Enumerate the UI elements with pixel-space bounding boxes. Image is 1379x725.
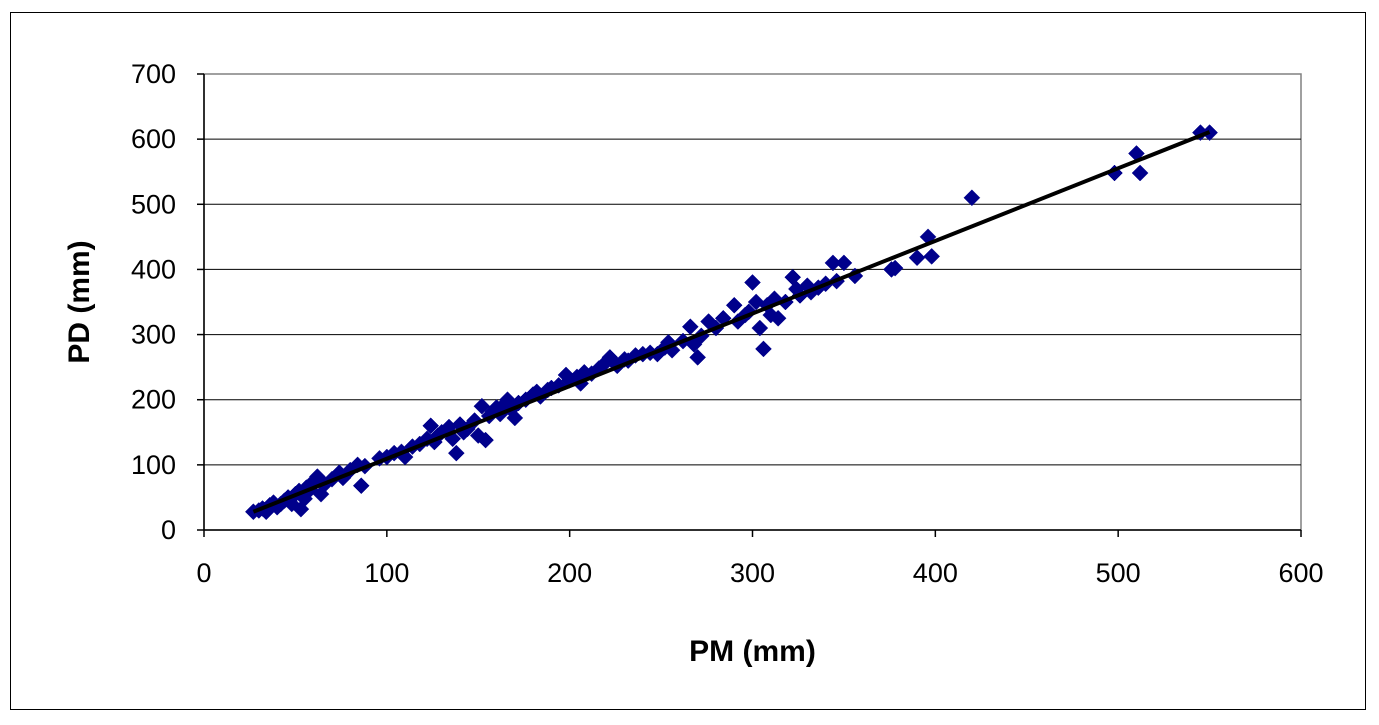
y-tick-label: 0 bbox=[161, 515, 176, 545]
x-tick-label: 600 bbox=[1278, 558, 1323, 588]
data-point bbox=[689, 349, 707, 366]
x-tick-label: 100 bbox=[364, 558, 409, 588]
data-point bbox=[886, 259, 904, 277]
x-tick-label: 500 bbox=[1096, 558, 1141, 588]
data-point bbox=[751, 319, 769, 337]
data-point bbox=[923, 248, 941, 265]
y-tick-label: 200 bbox=[131, 385, 176, 415]
x-tick-label: 400 bbox=[913, 558, 958, 588]
trendline-group bbox=[252, 130, 1211, 514]
data-point bbox=[725, 296, 743, 314]
y-tick-label: 500 bbox=[131, 189, 176, 219]
data-point bbox=[506, 409, 524, 427]
data-point bbox=[744, 274, 761, 291]
tick-labels: 0 100 200 300 400 500 600 700 0 100 200 300 400 500 60… bbox=[131, 59, 1324, 588]
x-tick-label: 300 bbox=[730, 558, 775, 588]
data-point bbox=[1131, 164, 1149, 182]
data-point bbox=[352, 477, 370, 495]
trendline bbox=[252, 130, 1211, 514]
scatter-chart: 0 100 200 300 400 500 600 700 0 100 200 300 400 500 60… bbox=[63, 59, 1324, 668]
data-point bbox=[835, 254, 853, 272]
data-point bbox=[908, 249, 926, 267]
x-tick-label: 0 bbox=[196, 558, 211, 588]
data-point bbox=[681, 318, 699, 336]
data-point bbox=[769, 309, 787, 327]
y-tick-label: 600 bbox=[131, 124, 176, 154]
data-point bbox=[755, 340, 772, 358]
data-point bbox=[422, 417, 440, 435]
data-point bbox=[963, 189, 981, 207]
y-axis-title: PD (mm) bbox=[63, 240, 96, 363]
data-point bbox=[447, 444, 465, 462]
x-tick-label: 200 bbox=[547, 558, 592, 588]
data-point bbox=[477, 431, 494, 449]
axes bbox=[197, 73, 1302, 537]
y-tick-label: 300 bbox=[131, 320, 176, 350]
chart-frame: 0 100 200 300 400 500 600 700 0 100 200 300 400 500 60… bbox=[10, 12, 1366, 710]
y-tick-label: 100 bbox=[131, 450, 176, 480]
y-tick-label: 700 bbox=[131, 59, 176, 89]
y-tick-label: 400 bbox=[131, 254, 176, 284]
x-axis-title: PM (mm) bbox=[689, 635, 816, 668]
